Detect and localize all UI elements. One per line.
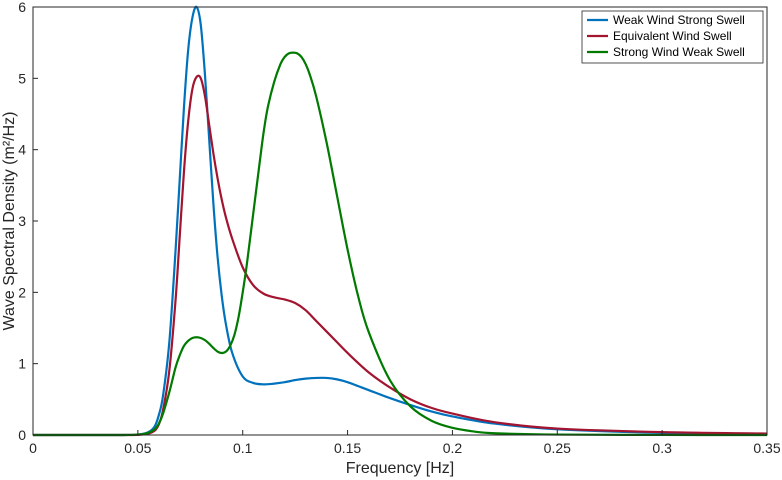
y-tick-label: 3: [18, 213, 26, 229]
y-tick-label: 0: [18, 427, 26, 443]
y-tick-label: 4: [18, 142, 26, 158]
x-tick-label: 0.2: [443, 440, 463, 456]
series-line-weak-wind-strong-swell: [33, 5, 768, 437]
y-tick-label: 5: [18, 70, 26, 86]
y-tick-label: 1: [18, 356, 26, 372]
legend: Weak Wind Strong Swell Equivalent Wind Sw…: [581, 10, 764, 64]
x-tick-label: 0.1: [233, 440, 253, 456]
series-line-equivalent-wind-swell: [33, 74, 768, 437]
x-tick-label: 0.35: [753, 440, 780, 456]
y-tick-label: 6: [18, 0, 26, 15]
legend-label-weak-wind-strong-swell: Weak Wind Strong Swell: [613, 13, 745, 27]
x-axis-label: Frequency [Hz]: [346, 460, 454, 477]
legend-label-equivalent-wind-swell: Equivalent Wind Swell: [613, 29, 732, 43]
x-tick-label: 0.15: [334, 440, 361, 456]
y-axis-label: Wave Spectral Density (m²/Hz): [1, 112, 18, 331]
y-tick-label: 2: [18, 284, 26, 300]
plot-lines: [33, 5, 768, 437]
series-line-strong-wind-weak-swell: [33, 51, 768, 437]
legend-label-strong-wind-weak-swell: Strong Wind Weak Swell: [613, 45, 745, 59]
x-tick-label: 0.05: [124, 440, 151, 456]
axes-box: [32, 6, 768, 436]
x-axis: 0 0.05 0.1 0.15 0.2 0.25 0.3 0.35: [29, 430, 781, 456]
x-tick-label: 0.3: [652, 440, 672, 456]
legend-items: Weak Wind Strong Swell Equivalent Wind Sw…: [587, 13, 745, 59]
y-axis: 0 1 2 3 4 5 6: [18, 0, 38, 443]
x-tick-label: 0: [29, 440, 37, 456]
legend-box: [581, 10, 764, 64]
x-tick-label: 0.25: [544, 440, 571, 456]
